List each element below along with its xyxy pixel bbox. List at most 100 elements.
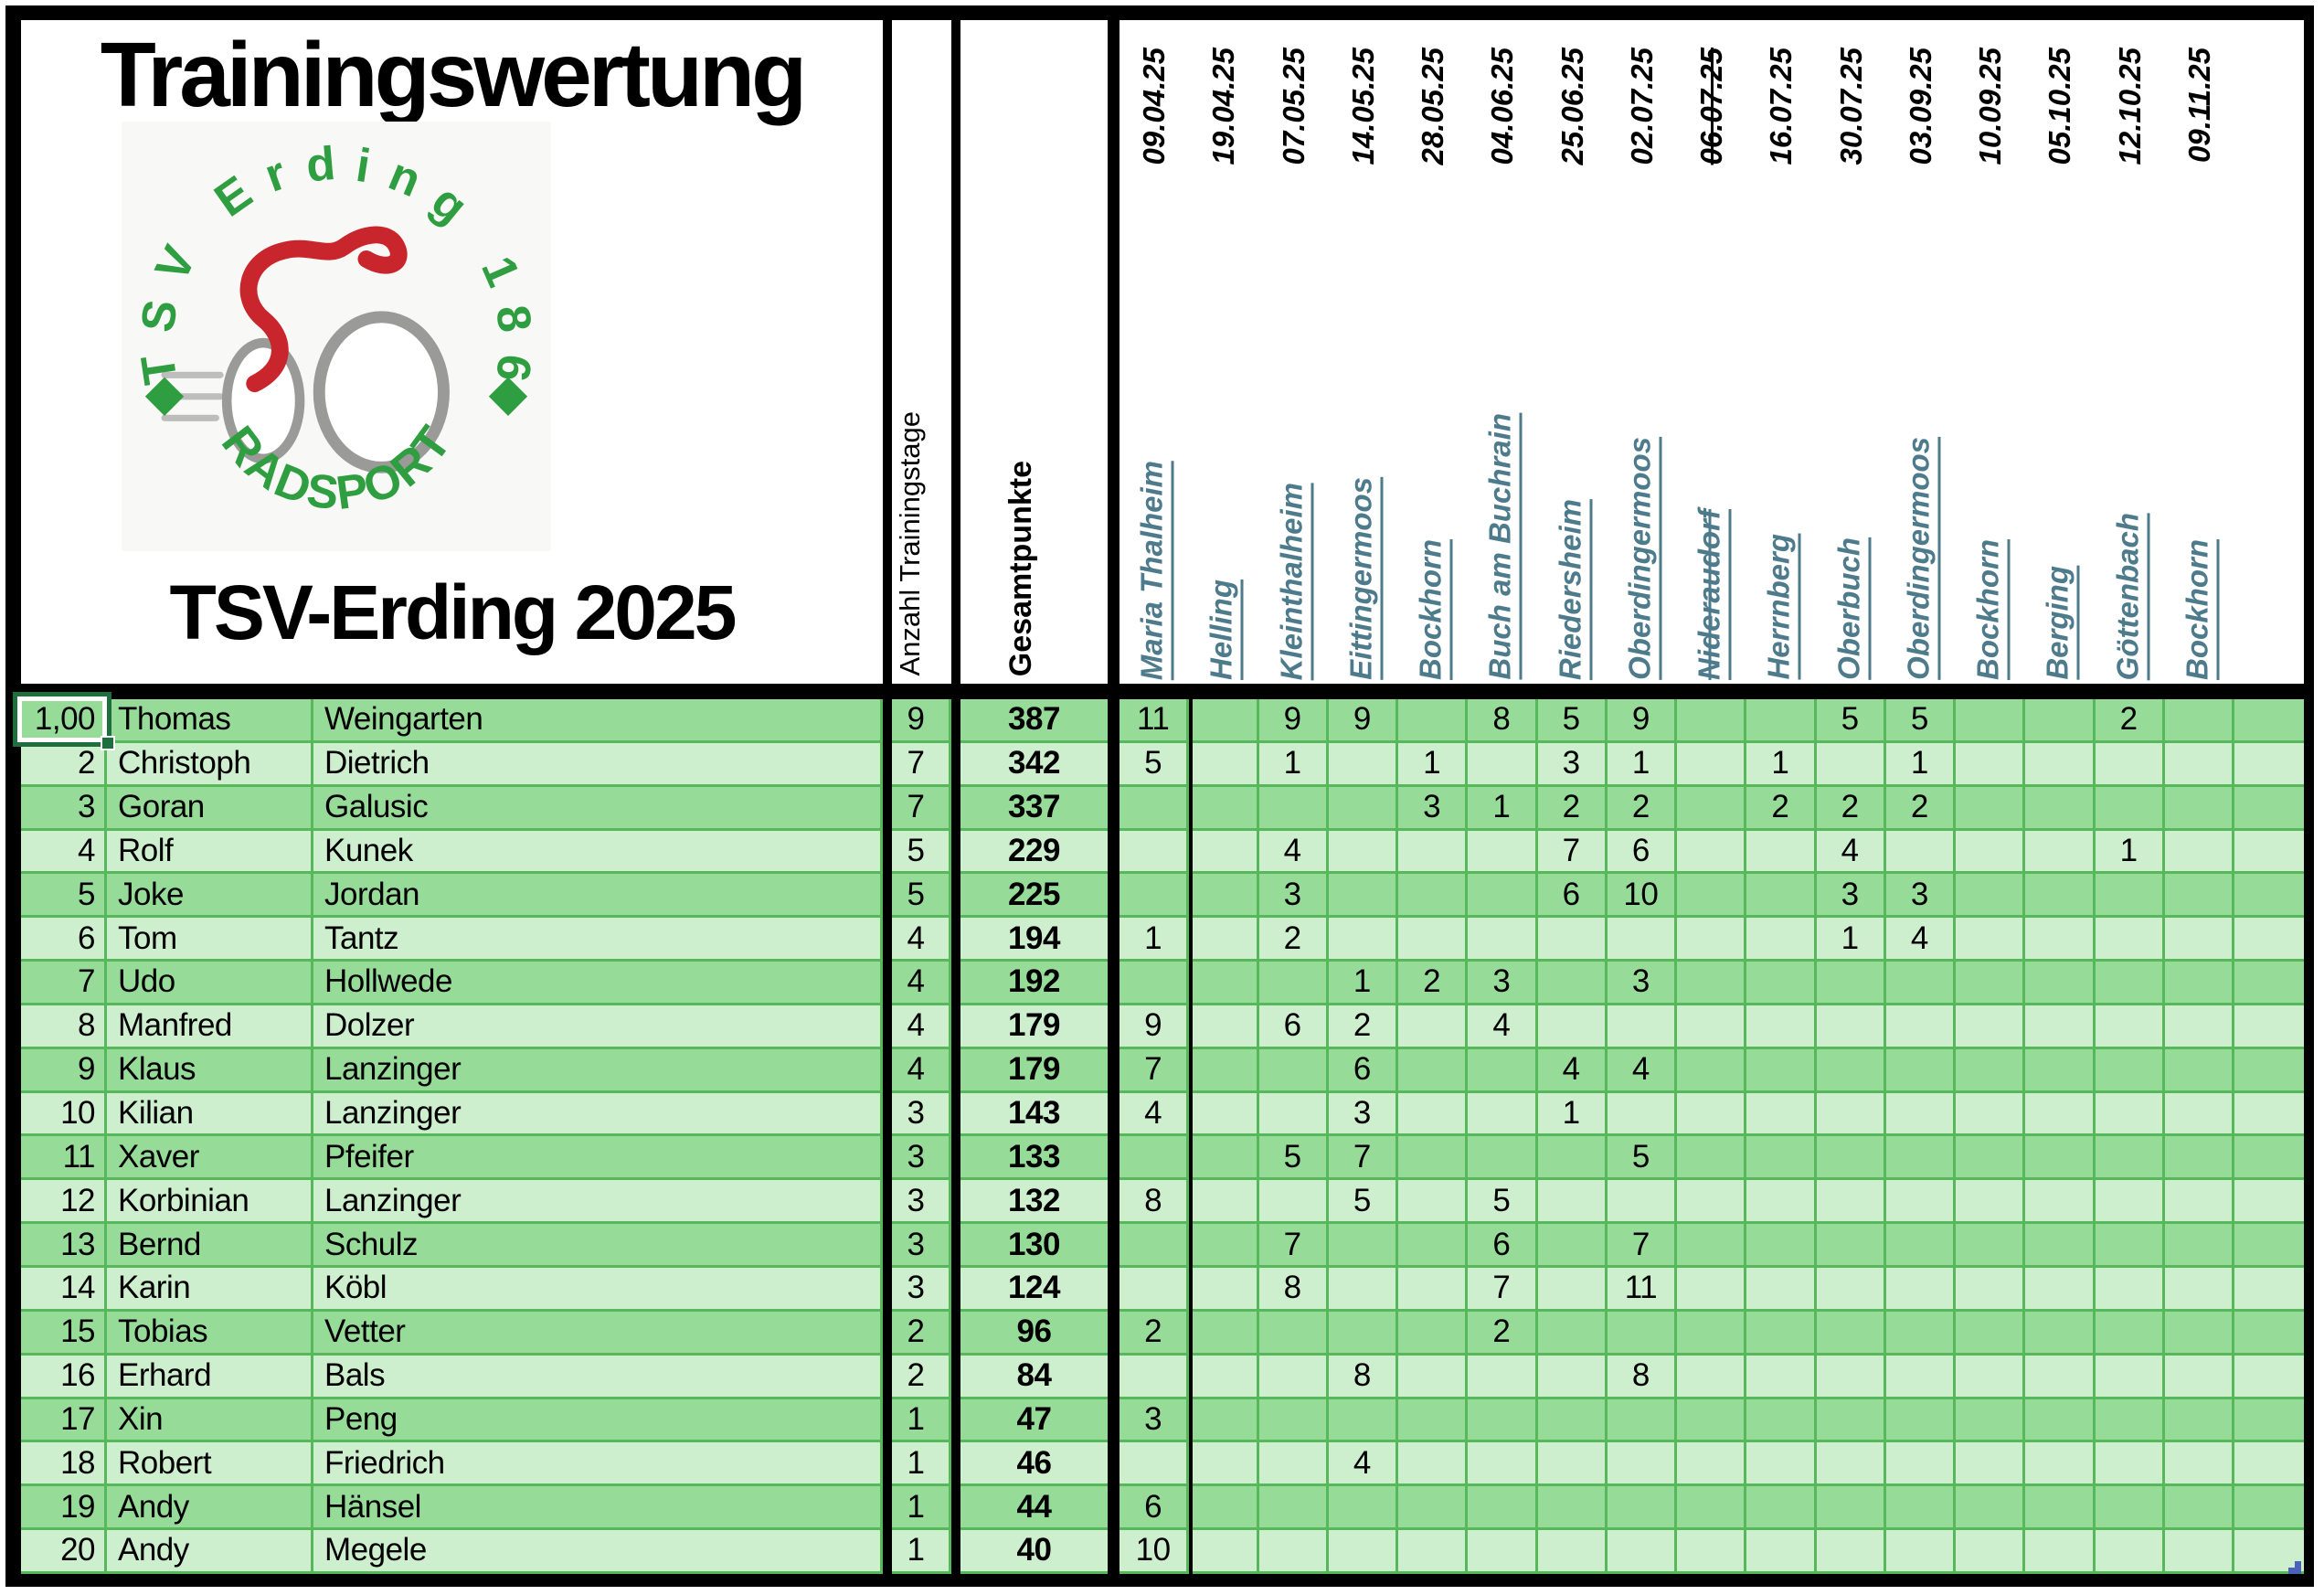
score-cell[interactable] (2096, 918, 2165, 960)
score-cell[interactable] (1746, 1048, 1817, 1090)
first-name-cell[interactable]: Joke (107, 874, 313, 916)
score-cell[interactable]: 1 (1329, 962, 1398, 1003)
score-cell[interactable]: 4 (1608, 1048, 1677, 1090)
event-location[interactable]: Oberdingermoos (1901, 437, 1941, 680)
score-cell[interactable] (1259, 1180, 1329, 1222)
score-cell[interactable] (2096, 742, 2165, 784)
score-cell[interactable] (1189, 1398, 1259, 1441)
score-cell[interactable] (1189, 1048, 1259, 1090)
empty-cell[interactable] (2234, 1005, 2304, 1047)
event-date[interactable]: 04.06.25 (1485, 48, 1520, 165)
score-cell[interactable] (1886, 1180, 1956, 1222)
total-points-cell[interactable]: 47 (951, 1398, 1120, 1441)
score-cell[interactable] (2025, 1005, 2096, 1047)
column-header-total-points[interactable]: Gesamtpunkte (1003, 460, 1038, 676)
score-cell[interactable] (1329, 1224, 1398, 1265)
score-cell[interactable] (2165, 1005, 2234, 1047)
empty-cell[interactable] (2234, 1312, 2304, 1353)
rank-cell[interactable]: 9 (18, 1048, 107, 1090)
score-cell[interactable] (1886, 1355, 1956, 1397)
score-cell[interactable] (1120, 1136, 1190, 1178)
event-date[interactable]: 06.07.25 (1694, 48, 1729, 165)
training-days-cell[interactable]: 1 (883, 1442, 951, 1484)
rank-cell[interactable]: 5 (18, 874, 107, 916)
total-points-cell[interactable]: 342 (951, 742, 1120, 784)
score-cell[interactable] (1608, 1180, 1677, 1222)
score-cell[interactable] (1817, 1092, 1886, 1134)
last-name-cell[interactable]: Friedrich (313, 1442, 883, 1484)
score-cell[interactable] (1746, 1355, 1817, 1397)
score-cell[interactable] (2165, 1224, 2234, 1265)
score-cell[interactable]: 5 (1468, 1180, 1538, 1222)
score-cell[interactable] (1886, 1224, 1956, 1265)
score-cell[interactable] (1886, 1486, 1956, 1528)
training-days-cell[interactable]: 3 (883, 1267, 951, 1309)
last-name-cell[interactable]: Hollwede (313, 962, 883, 1003)
event-date[interactable]: 12.10.25 (2112, 48, 2147, 165)
rank-cell[interactable]: 17 (18, 1398, 107, 1441)
score-cell[interactable]: 2 (1120, 1311, 1190, 1353)
score-cell[interactable]: 3 (1817, 874, 1886, 916)
event-location[interactable]: Bockhorn (1413, 538, 1453, 680)
score-cell[interactable]: 5 (1538, 699, 1608, 740)
score-cell[interactable] (1189, 742, 1259, 784)
last-name-cell[interactable]: Vetter (313, 1311, 883, 1353)
first-name-cell[interactable]: Xaver (107, 1136, 313, 1178)
rank-cell[interactable]: 11 (18, 1136, 107, 1178)
first-name-cell[interactable]: Christoph (107, 742, 313, 784)
score-cell[interactable] (1817, 1486, 1886, 1528)
score-cell[interactable] (1189, 874, 1259, 916)
score-cell[interactable] (1746, 1486, 1817, 1528)
score-cell[interactable]: 1 (1817, 918, 1886, 960)
training-days-cell[interactable]: 7 (883, 786, 951, 828)
score-cell[interactable] (2165, 786, 2234, 828)
score-cell[interactable]: 8 (1329, 1355, 1398, 1397)
score-cell[interactable] (2096, 1092, 2165, 1134)
rank-cell[interactable]: 1,00 (18, 699, 107, 740)
score-cell[interactable] (1398, 1355, 1469, 1397)
score-cell[interactable] (1608, 1005, 1677, 1047)
score-cell[interactable] (1608, 1486, 1677, 1528)
score-cell[interactable] (2025, 1355, 2096, 1397)
event-column[interactable]: 30.07.25 Oberbuch (1817, 20, 1886, 684)
score-cell[interactable]: 9 (1120, 1005, 1190, 1047)
score-cell[interactable] (2165, 1311, 2234, 1353)
score-cell[interactable] (2165, 918, 2234, 960)
score-cell[interactable] (1120, 786, 1190, 828)
event-column[interactable]: 07.05.25 Kleinthalheim (1259, 20, 1329, 684)
score-cell[interactable] (2165, 874, 2234, 916)
score-cell[interactable] (1956, 1092, 2026, 1134)
total-points-cell[interactable]: 133 (951, 1136, 1120, 1178)
score-cell[interactable] (2165, 1355, 2234, 1397)
score-cell[interactable] (1677, 786, 1747, 828)
score-cell[interactable] (2025, 1442, 2096, 1484)
score-cell[interactable] (1538, 1267, 1608, 1309)
score-cell[interactable] (2025, 874, 2096, 916)
score-cell[interactable] (1817, 1398, 1886, 1441)
score-cell[interactable]: 1 (1746, 742, 1817, 784)
score-cell[interactable] (1538, 1486, 1608, 1528)
score-cell[interactable] (1608, 1442, 1677, 1484)
score-cell[interactable] (1398, 1267, 1469, 1309)
score-cell[interactable] (1677, 962, 1747, 1003)
score-cell[interactable] (1677, 1486, 1747, 1528)
empty-cell[interactable] (2234, 962, 2304, 1003)
event-location[interactable]: Buch am Buchrain (1482, 413, 1523, 680)
score-cell[interactable] (2096, 1136, 2165, 1178)
score-cell[interactable]: 1 (1538, 1092, 1608, 1134)
total-points-cell[interactable]: 96 (951, 1311, 1120, 1353)
rank-cell[interactable]: 15 (18, 1311, 107, 1353)
score-cell[interactable] (1189, 1224, 1259, 1265)
score-cell[interactable] (1677, 1355, 1747, 1397)
score-cell[interactable]: 4 (1120, 1092, 1190, 1134)
score-cell[interactable]: 7 (1120, 1048, 1190, 1090)
score-cell[interactable] (1956, 1136, 2026, 1178)
event-column[interactable]: 04.06.25 Buch am Buchrain (1468, 20, 1537, 684)
total-points-cell[interactable]: 194 (951, 918, 1120, 960)
total-points-cell[interactable]: 130 (951, 1224, 1120, 1265)
rank-cell[interactable]: 6 (18, 918, 107, 960)
score-cell[interactable] (1677, 830, 1747, 872)
score-cell[interactable] (1398, 1048, 1469, 1090)
empty-cell[interactable] (2234, 1224, 2304, 1265)
score-cell[interactable] (1746, 1136, 1817, 1178)
